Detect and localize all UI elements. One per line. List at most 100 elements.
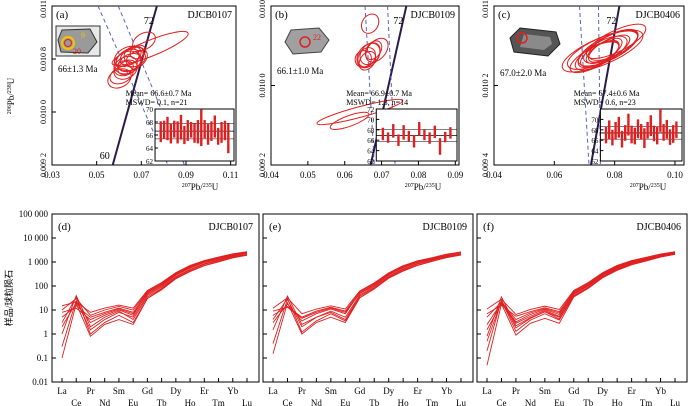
error-envelope — [97, 6, 169, 165]
ree-pattern-line — [272, 254, 462, 333]
error-ellipse — [360, 13, 380, 34]
age-error-bar — [162, 120, 166, 139]
inset-y-tick-label: 62 — [146, 158, 154, 166]
y-tick-label: 10 000 — [23, 233, 48, 243]
age-error-bar — [614, 122, 617, 140]
plot-frame — [51, 213, 260, 383]
ree-element-label: Tm — [212, 398, 225, 406]
concordia-age-label: 60 — [100, 151, 110, 162]
y-tick-label: 0.011 6 — [39, 0, 48, 18]
age-error-bar — [646, 122, 649, 139]
error-ellipse — [585, 34, 631, 64]
spot-label: 22 — [313, 33, 321, 42]
age-error-bar — [617, 116, 620, 138]
ree-pattern-line — [272, 251, 462, 315]
ree-pattern-line — [486, 251, 676, 316]
error-ellipse — [107, 68, 132, 89]
error-ellipse — [117, 52, 142, 73]
ree-pattern-line — [61, 252, 248, 321]
ree-element-label: Lu — [670, 398, 680, 406]
ree-element-label: Ho — [612, 398, 623, 406]
sample-name: DJCB0406 — [636, 10, 680, 21]
error-envelope — [387, 6, 396, 165]
x-tick-label: 0.09 — [447, 170, 463, 180]
age-error-bar — [227, 123, 230, 154]
age-error-bar — [433, 125, 437, 139]
error-ellipse — [113, 45, 142, 68]
ree-element-label: Dy — [597, 386, 608, 396]
age-error-bar — [220, 122, 223, 143]
ree-element-label: Nd — [525, 398, 536, 406]
analysis-spot — [61, 36, 75, 50]
inset-y-tick-label: 70 — [591, 116, 599, 124]
weighted-mean-inset: 62 64 66 68 70 — [591, 108, 683, 166]
ree-element-label: Gd — [568, 386, 579, 396]
y-tick-label: 0.009 2 — [39, 153, 48, 177]
age-error-bar — [412, 135, 416, 148]
y-axis-title: 206Pb/238U — [6, 77, 16, 114]
age-error-bar — [659, 109, 662, 132]
x-tick-label: 0.07 — [133, 170, 149, 180]
x-tick-label: 0.06 — [337, 170, 353, 180]
ree-pattern-line — [61, 253, 248, 347]
ree-element-label: Dy — [170, 386, 181, 396]
error-envelope — [598, 6, 601, 165]
inset-y-tick-label: 70 — [146, 106, 154, 114]
age-error-bar — [196, 120, 200, 144]
age-error-bar — [640, 124, 643, 140]
age-error-bar — [444, 131, 447, 143]
panel-label: (e) — [269, 221, 282, 233]
plot-area — [561, 6, 647, 165]
age-error-bar — [407, 130, 411, 142]
y-tick-label: 100 000 — [19, 209, 49, 219]
error-envelope — [364, 6, 375, 165]
inset-y-tick-label: 64 — [591, 148, 599, 156]
inset-y-tick-label: 70 — [367, 116, 375, 124]
error-ellipse — [365, 37, 389, 63]
ree-element-label: Eu — [128, 398, 138, 406]
age-error-bar — [633, 127, 636, 145]
age-error-bar — [643, 128, 646, 148]
age-error-bar — [210, 121, 213, 141]
age-error-bar — [428, 132, 431, 144]
inset-y-tick-label: 66 — [367, 137, 375, 145]
age-error-bar — [656, 126, 659, 145]
analysis-spot — [64, 39, 72, 47]
y-tick-label: 0.009 2 — [258, 153, 267, 177]
x-tick-label: 0.03 — [44, 170, 60, 180]
ree-element-label: La — [482, 386, 492, 396]
y-tick-label: 0.010 0 — [258, 74, 267, 98]
inset-frame — [599, 108, 683, 162]
y-tick-label: 0.011 0 — [481, 0, 490, 18]
age-error-bar — [672, 125, 675, 143]
ree-pattern-line — [61, 254, 248, 335]
age-error-bar — [206, 123, 210, 145]
ree-element-label: Ce — [282, 398, 292, 406]
y-tick-label: 0.1 — [37, 353, 48, 363]
age-error-bar — [166, 116, 169, 141]
zircon-cl-image: 22 — [284, 27, 330, 55]
age-error-bar — [402, 125, 405, 140]
x-axis-title: 207Pb/235U — [630, 182, 667, 192]
mean-age-text: Mean= 66.9±0.7 Ma — [346, 89, 412, 98]
age-error-bar — [397, 134, 400, 146]
ree-pattern-line — [272, 253, 462, 344]
ree-pattern-line — [272, 252, 462, 319]
spot-label: 9 — [81, 31, 85, 40]
mean-age-text: Mean= 66.6±0.7 Ma — [126, 89, 192, 98]
ree-element-label: Nd — [311, 398, 322, 406]
age-error-bar — [611, 129, 614, 146]
y-tick-label: 0.01 — [32, 377, 48, 387]
y-axis-title: 样品/球粒陨石 — [3, 270, 14, 327]
error-ellipse — [583, 29, 639, 64]
mean-age-text: Mean= 67.4±0.6 Ma — [574, 89, 640, 98]
y-tick-label: 0.010 2 — [481, 74, 490, 98]
x-axis-title: 207Pb/235U — [405, 182, 442, 192]
grain-core — [520, 34, 552, 50]
ree-pattern-line — [486, 253, 676, 337]
x-tick-label: 0.05 — [300, 170, 316, 180]
age-error-bar — [193, 123, 196, 143]
ree-element-label: Eu — [340, 398, 350, 406]
panel-label: (a) — [56, 9, 69, 21]
